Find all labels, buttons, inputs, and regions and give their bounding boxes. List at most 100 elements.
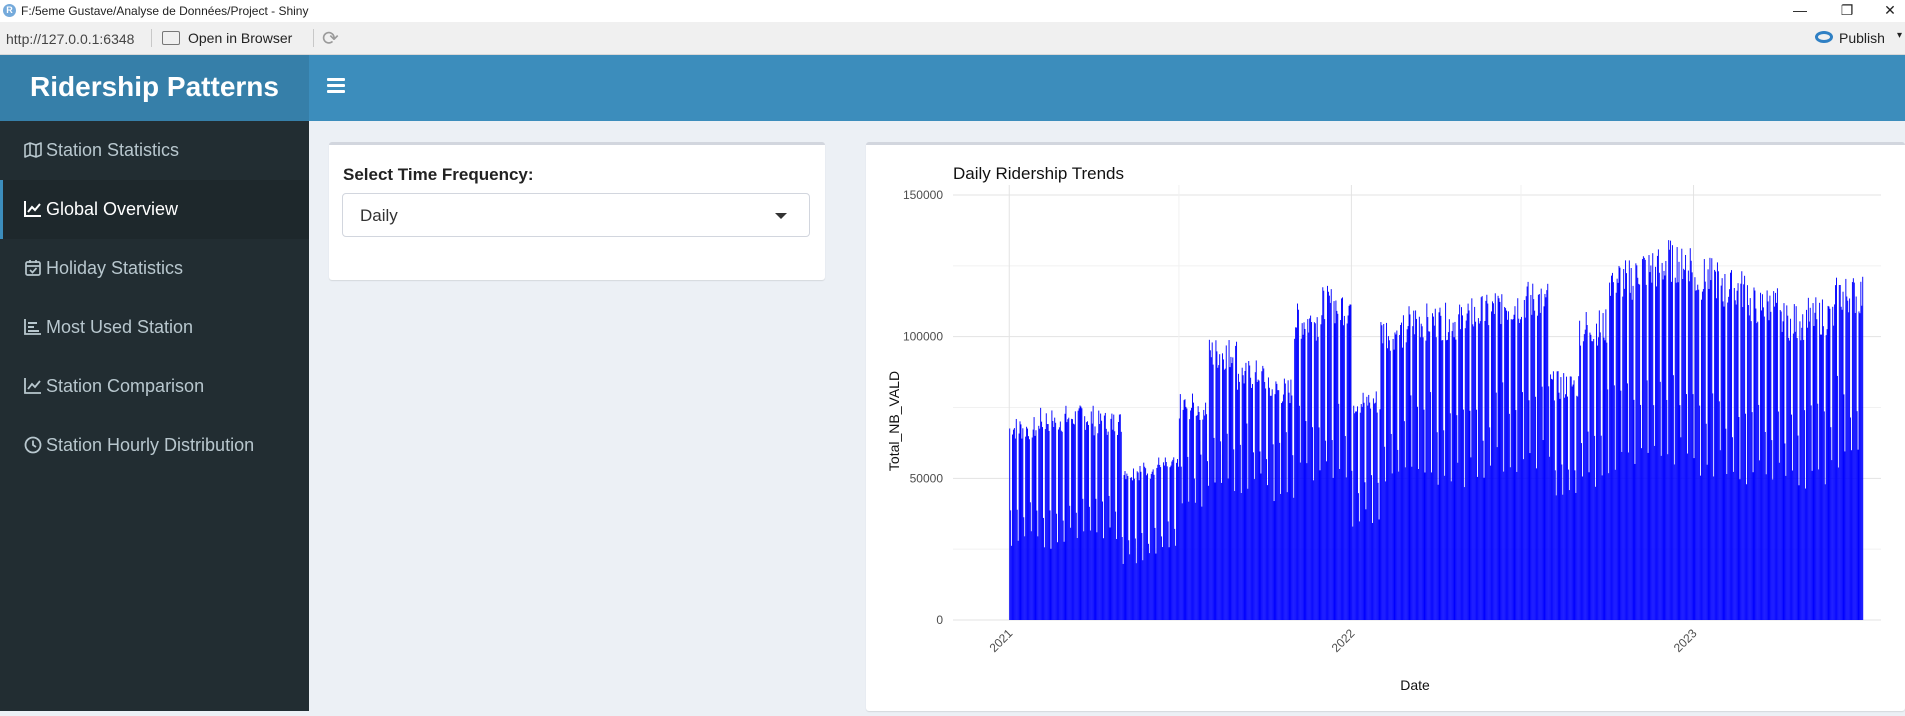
daily-bar <box>1852 278 1854 620</box>
y-axis-ticks: 0 50000 100000 150000 <box>903 188 943 627</box>
daily-bar <box>1471 298 1473 620</box>
daily-bar <box>1054 417 1056 620</box>
sidebar-item-most-used-station[interactable]: Most Used Station <box>0 298 309 357</box>
daily-bar <box>1531 314 1533 620</box>
daily-bar <box>1498 298 1500 620</box>
daily-bar <box>1565 394 1567 620</box>
daily-bar <box>1012 434 1013 620</box>
daily-bar <box>1534 310 1536 620</box>
daily-bar <box>1566 396 1568 620</box>
daily-bar <box>1519 322 1521 620</box>
daily-bar <box>1095 498 1097 620</box>
daily-bar <box>1782 321 1784 620</box>
daily-bar <box>1271 389 1273 620</box>
daily-bar <box>1360 404 1362 620</box>
daily-bar <box>1466 313 1468 620</box>
url-text[interactable]: http://127.0.0.1:6348 <box>6 31 135 47</box>
daily-bar <box>1543 306 1545 620</box>
frequency-select[interactable]: Daily <box>342 193 810 237</box>
daily-bar <box>1044 429 1046 620</box>
daily-bar <box>1633 399 1635 620</box>
daily-bar <box>1029 502 1031 620</box>
daily-bar <box>1237 373 1239 620</box>
daily-bar <box>1451 331 1453 620</box>
daily-bar <box>1800 340 1802 620</box>
daily-bar <box>1765 474 1767 620</box>
daily-bar <box>1322 287 1324 620</box>
daily-bar <box>1847 300 1849 620</box>
daily-bar <box>1063 541 1065 620</box>
daily-bar <box>1425 340 1427 620</box>
daily-bar <box>1632 285 1634 620</box>
daily-bar <box>1421 326 1423 620</box>
daily-bar <box>1045 413 1047 620</box>
daily-bar <box>1464 328 1466 620</box>
daily-bar <box>1843 394 1845 620</box>
daily-bar <box>1837 467 1839 620</box>
daily-bar <box>1748 315 1750 620</box>
daily-bar <box>1862 276 1864 620</box>
daily-bar <box>1293 497 1295 620</box>
daily-bar <box>1400 324 1402 620</box>
daily-bar <box>1109 527 1111 620</box>
daily-bar <box>1189 419 1191 620</box>
daily-bar <box>1220 441 1222 620</box>
sidebar-toggle-icon[interactable] <box>327 76 347 94</box>
daily-bar <box>1527 281 1529 620</box>
daily-bar <box>1696 290 1698 620</box>
restore-button[interactable]: ❐ <box>1840 2 1854 18</box>
daily-bar <box>1628 260 1630 620</box>
daily-bar <box>1807 297 1809 620</box>
sidebar-item-global-overview[interactable]: Global Overview <box>0 180 309 239</box>
daily-bar <box>1708 288 1710 620</box>
daily-bar <box>1100 413 1102 620</box>
sidebar-item-holiday-statistics[interactable]: Holiday Statistics <box>0 239 309 298</box>
daily-bar <box>1061 431 1063 620</box>
daily-bar <box>1480 297 1482 620</box>
daily-bar <box>1789 340 1791 620</box>
daily-bar <box>1672 375 1674 620</box>
daily-bar <box>1198 411 1200 620</box>
daily-bar <box>1361 406 1363 620</box>
daily-bar <box>1081 408 1083 620</box>
publish-caret-icon[interactable]: ▾ <box>1897 30 1903 41</box>
sidebar-item-station-hourly-distribution[interactable]: Station Hourly Distribution <box>0 416 309 475</box>
daily-bar <box>1339 468 1341 620</box>
daily-bar <box>1554 470 1556 620</box>
daily-bar <box>1758 404 1760 620</box>
daily-bar <box>1150 474 1152 620</box>
daily-bar <box>1122 563 1124 620</box>
minimize-button[interactable]: — <box>1793 2 1807 18</box>
publish-button[interactable]: Publish <box>1815 30 1885 46</box>
daily-bar <box>1822 326 1824 620</box>
daily-bar <box>1414 334 1416 620</box>
sidebar-item-station-statistics[interactable]: Station Statistics <box>0 121 309 180</box>
daily-bar <box>1060 430 1062 620</box>
daily-bar <box>1707 269 1709 620</box>
daily-bar <box>1152 469 1154 620</box>
daily-bar <box>1842 291 1844 620</box>
daily-bar <box>1199 419 1201 620</box>
daily-bar <box>1342 325 1344 620</box>
daily-bar <box>1105 428 1107 620</box>
daily-bar <box>1560 377 1562 620</box>
daily-bar <box>1605 309 1607 620</box>
sidebar-item-station-comparison[interactable]: Station Comparison <box>0 357 309 416</box>
open-in-browser-button[interactable]: Open in Browser <box>162 28 292 48</box>
daily-bar <box>1222 353 1223 620</box>
daily-bar <box>1409 314 1411 620</box>
daily-bar <box>1622 296 1624 620</box>
daily-bar <box>1712 393 1714 620</box>
daily-bar <box>1656 286 1657 620</box>
daily-bar <box>1611 275 1612 620</box>
close-button[interactable]: ✕ <box>1884 2 1896 18</box>
daily-bar <box>1356 411 1358 620</box>
refresh-icon[interactable]: ⟳ <box>322 28 339 50</box>
daily-bar <box>1805 488 1807 620</box>
daily-bar <box>1042 517 1044 620</box>
daily-bar <box>1513 314 1515 620</box>
daily-bar <box>1280 493 1282 620</box>
daily-bar <box>1685 254 1687 620</box>
daily-bar <box>1775 292 1777 620</box>
daily-bar <box>1381 325 1383 620</box>
